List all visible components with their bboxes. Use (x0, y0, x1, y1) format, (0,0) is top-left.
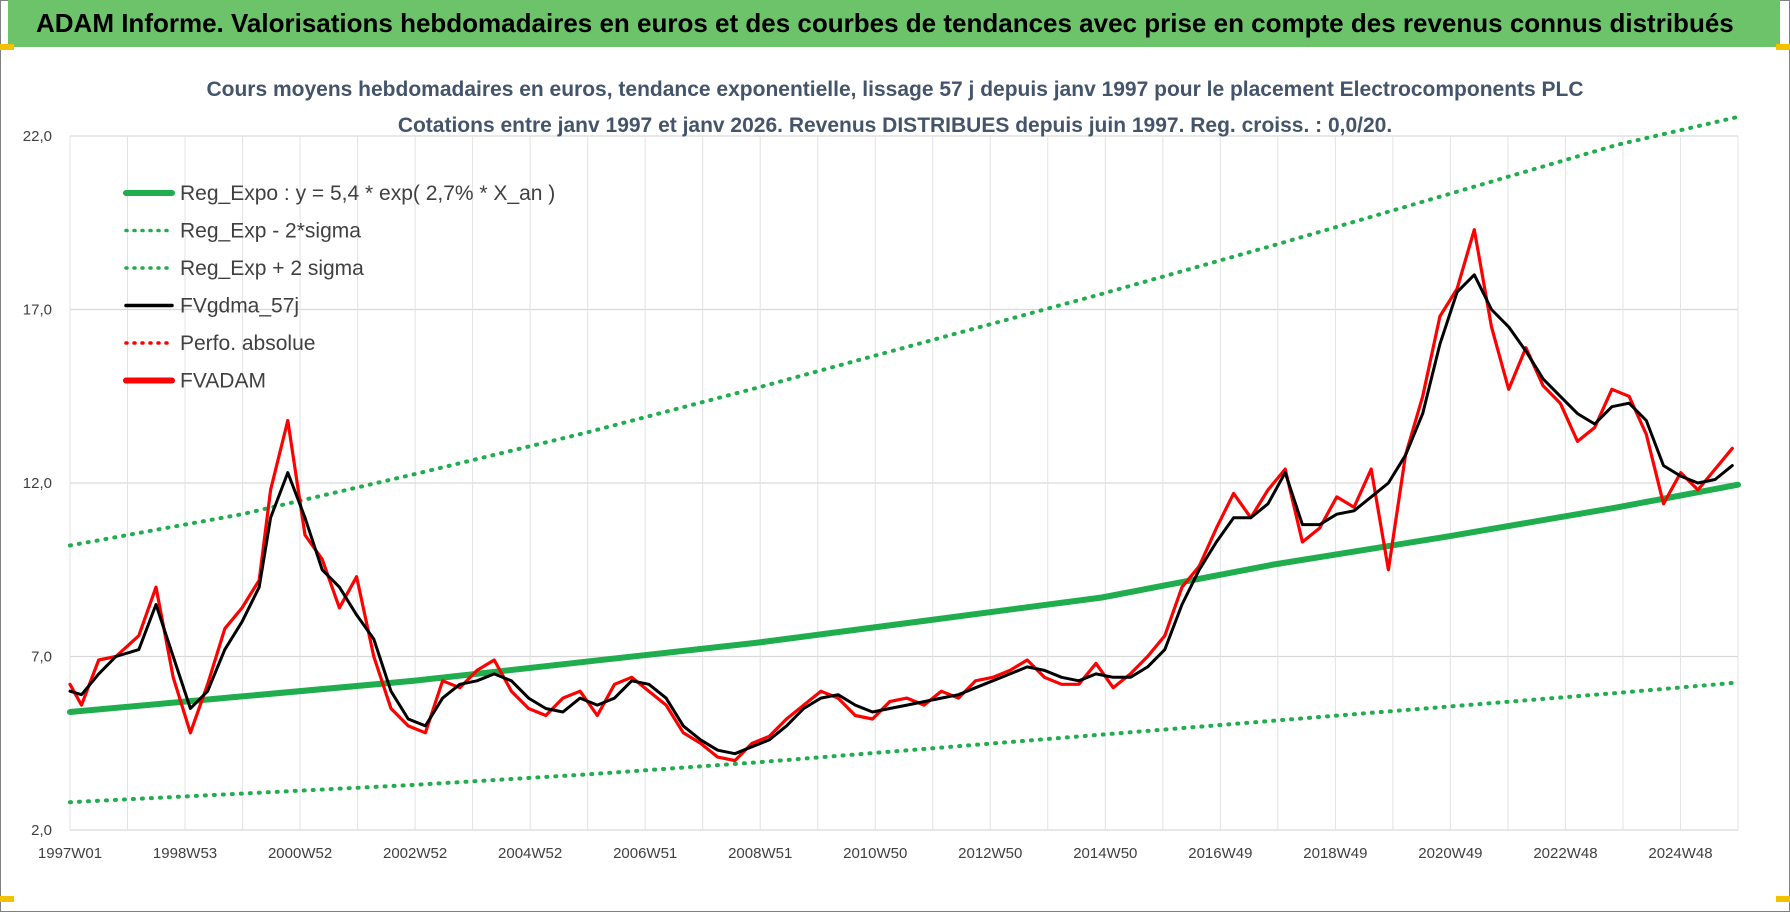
x-tick-label: 2008W51 (728, 845, 792, 862)
x-tick-label: 2012W50 (958, 845, 1022, 862)
series-reg-expo (67, 481, 1741, 715)
x-tick-label: 2006W51 (613, 845, 677, 862)
corner-mark-bottom-left (0, 896, 14, 902)
chart-title: Cours moyens hebdomadaires en euros, ten… (206, 78, 1583, 101)
corner-mark-top-left (0, 44, 14, 50)
y-tick-label: 7,0 (31, 649, 52, 666)
y-tick-label: 22,0 (23, 128, 52, 145)
legend-label: FVgdma_57j (180, 295, 299, 318)
corner-mark-top-right (1776, 44, 1790, 50)
x-tick-label: 2002W52 (383, 845, 447, 862)
y-axis-ticks: 2,0 7,0 12,0 17,0 22,0 (23, 128, 52, 839)
legend-label: Reg_Expo : y = 5,4 * exp( 2,7% * X_an ) (180, 182, 555, 205)
legend-label: Reg_Exp - 2*sigma (180, 220, 361, 243)
series-reg-minus-2sigma (68, 680, 1740, 805)
x-tick-label: 2018W49 (1303, 845, 1367, 862)
header-bar: ADAM Informe. Valorisations hebdomadaire… (8, 0, 1780, 47)
x-tick-label: 1998W53 (153, 845, 217, 862)
x-tick-label: 2014W50 (1073, 845, 1137, 862)
legend-label: Perfo. absolue (180, 332, 315, 355)
page-title: ADAM Informe. Valorisations hebdomadaire… (36, 8, 1734, 38)
x-tick-label: 2000W52 (268, 845, 332, 862)
x-tick-label: 2010W50 (843, 845, 907, 862)
x-tick-label: 2020W49 (1418, 845, 1482, 862)
chart-subtitle: Cotations entre janv 1997 et janv 2026. … (398, 114, 1392, 137)
series-fvadam (68, 228, 1734, 763)
y-tick-label: 17,0 (23, 302, 52, 319)
series-reg-plus-2sigma (68, 114, 1740, 548)
grid-lines (69, 135, 1739, 831)
series-gdma-57j (68, 273, 1734, 756)
x-tick-label: 2004W52 (498, 845, 562, 862)
x-tick-label: 1997W01 (38, 845, 102, 862)
x-tick-label: 2016W49 (1188, 845, 1252, 862)
legend-label: Reg_Exp + 2 sigma (180, 257, 364, 280)
x-tick-label: 2024W48 (1648, 845, 1712, 862)
legend: Reg_Expo : y = 5,4 * exp( 2,7% * X_an ) R… (123, 182, 555, 393)
legend-label: FVADAM (180, 370, 266, 393)
x-tick-label: 2022W48 (1533, 845, 1597, 862)
y-tick-label: 12,0 (23, 475, 52, 492)
corner-mark-bottom-right (1776, 896, 1790, 902)
x-axis-ticks: 1997W01 1998W53 2000W52 2002W52 2004W52 2006W… (38, 845, 1713, 862)
y-tick-label: 2,0 (31, 822, 52, 839)
series-group (67, 114, 1741, 805)
